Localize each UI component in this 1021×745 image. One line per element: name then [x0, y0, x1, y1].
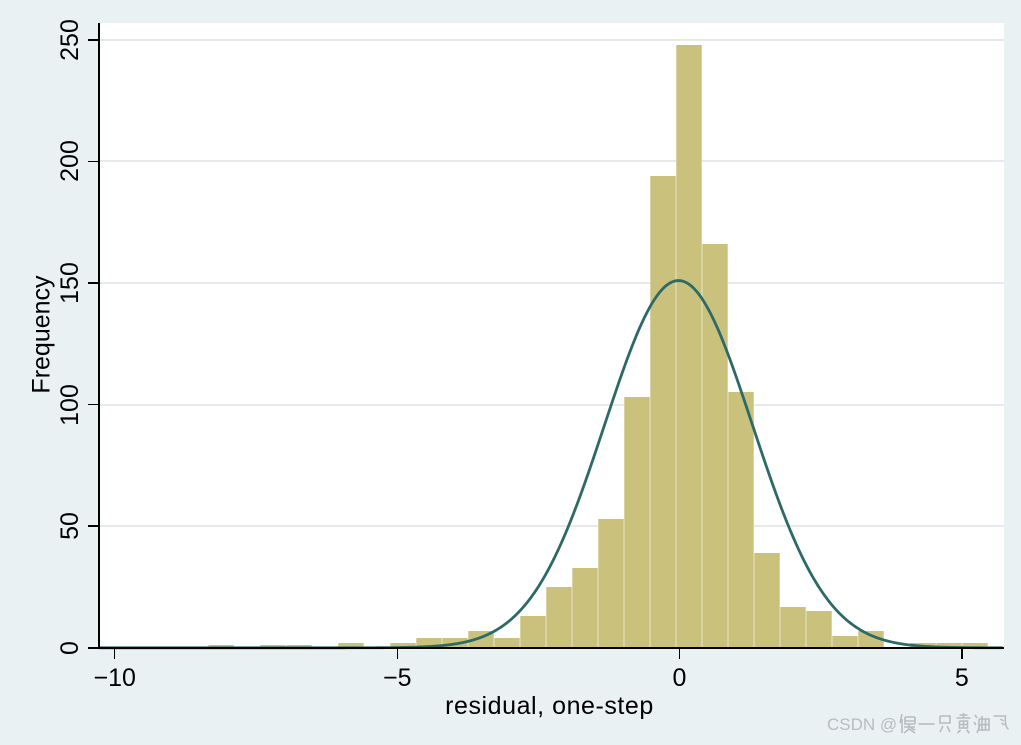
svg-text:CSDN @: CSDN @	[827, 715, 897, 734]
